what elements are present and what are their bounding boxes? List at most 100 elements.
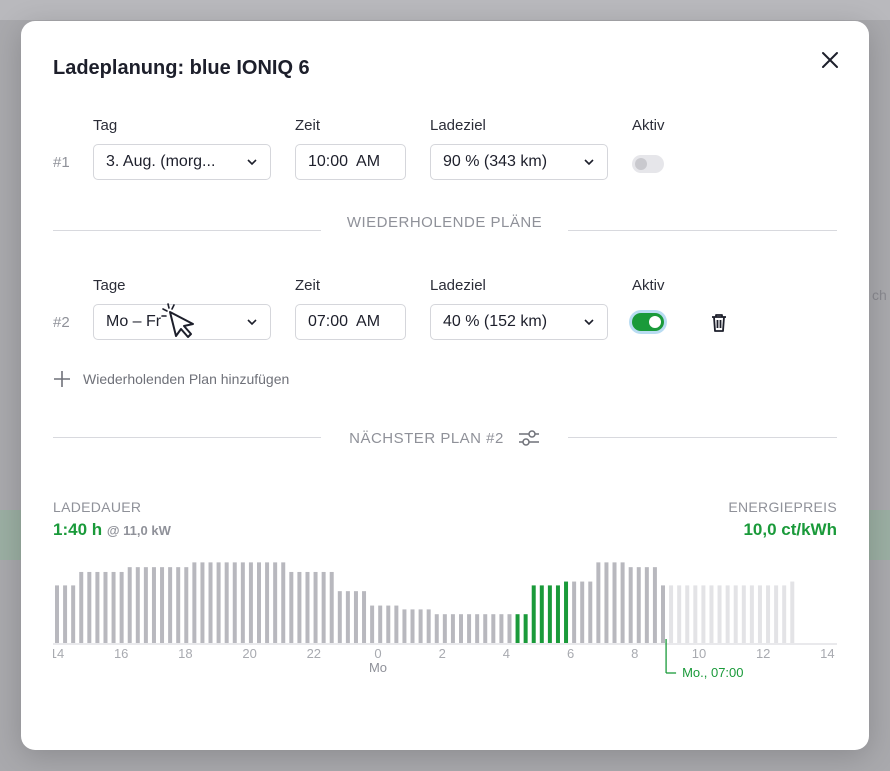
- x-tick-label: 6: [567, 646, 574, 661]
- delete-plan-button[interactable]: [709, 312, 729, 339]
- chart-bar: [459, 614, 463, 643]
- chart-bar: [499, 614, 504, 643]
- chevron-down-icon: [584, 319, 594, 326]
- chart-bar: [111, 571, 116, 643]
- chart-bar-future: [709, 585, 714, 643]
- chart-bar: [103, 571, 108, 643]
- plan1-day-value: 3. Aug. (morg...: [106, 153, 216, 170]
- background-header: [0, 0, 890, 20]
- recurring-plans-title: WIEDERHOLENDE PLÄNE: [346, 214, 543, 231]
- chart-bar: [248, 562, 253, 643]
- sliders-icon[interactable]: [518, 429, 540, 447]
- plan1-target-select[interactable]: 90 % (343 km): [430, 144, 608, 180]
- chart-bar: [596, 562, 601, 643]
- plan1-target-value: 90 % (343 km): [443, 153, 548, 170]
- x-tick-label: 8: [631, 646, 638, 661]
- plan1-active-toggle[interactable]: [632, 155, 664, 173]
- next-plan-header: NÄCHSTER PLAN #2: [321, 429, 568, 447]
- chart-bar: [240, 562, 245, 643]
- chart-bar: [87, 571, 92, 643]
- chart-bar: [362, 591, 367, 643]
- chart-bar: [418, 609, 423, 643]
- chart-bar: [394, 605, 399, 643]
- chart-bar: [426, 609, 431, 643]
- chart-bar: [184, 567, 189, 643]
- chart-bar: [151, 567, 156, 643]
- chart-bar: [442, 614, 447, 643]
- plan2-target-label: Ladeziel: [430, 277, 486, 294]
- x-tick-label: 2: [439, 646, 446, 661]
- chart-bar-future: [774, 585, 779, 643]
- chart-bar-future: [766, 585, 771, 643]
- chart-bar: [604, 562, 609, 643]
- chart-bar: [119, 571, 124, 643]
- plan1-time-input[interactable]: 10:00 AM: [295, 144, 406, 180]
- chart-bar-charging: [515, 614, 520, 643]
- chart-bar: [321, 571, 326, 643]
- plan2-target-value: 40 % (152 km): [443, 313, 548, 330]
- close-icon: [822, 52, 838, 68]
- chart-bar: [95, 571, 100, 643]
- chart-bar: [63, 585, 68, 643]
- chart-bar: [652, 567, 657, 643]
- now-marker-label: Mo., 07:00: [682, 665, 743, 680]
- chart-bar-future: [717, 585, 722, 643]
- x-tick-label: 10: [692, 646, 706, 661]
- chart-bar: [232, 562, 237, 643]
- chart-bar: [345, 591, 350, 643]
- energy-price-chart: 14 16 18 20 22 0 2 4 6 8 10 12 14 Mo Mo., 07:00: [53, 562, 837, 680]
- plan1-time-value: 10:00 AM: [308, 153, 381, 170]
- divider-left: [53, 230, 321, 231]
- chart-bar: [192, 562, 197, 643]
- charging-plan-dialog: Ladeplanung: blue IONIQ 6 Tag Zeit Ladez…: [21, 21, 869, 750]
- chart-bar: [378, 605, 383, 643]
- x-tick-label: 20: [242, 646, 256, 661]
- chart-bar-future: [669, 585, 674, 643]
- pointer-cursor-icon: [161, 303, 194, 338]
- plan1-day-label: Tag: [93, 117, 118, 134]
- chart-bar: [281, 562, 286, 643]
- plan2-time-input[interactable]: 07:00 AM: [295, 304, 406, 340]
- chart-bar: [208, 562, 213, 643]
- chart-bar: [127, 567, 132, 643]
- chart-bar-charging: [523, 614, 528, 643]
- add-recurring-plan-label: Wiederholenden Plan hinzufügen: [83, 371, 290, 387]
- plan2-active-label: Aktiv: [632, 277, 665, 294]
- next-plan-title: NÄCHSTER PLAN #2: [349, 429, 504, 447]
- chart-bar: [661, 585, 665, 643]
- duration-value: 1:40 h: [53, 520, 103, 539]
- x-tick-label: 12: [756, 646, 770, 661]
- x-tick-label: 14: [53, 646, 64, 661]
- chevron-down-icon: [247, 319, 257, 326]
- x-tick-label: 14: [820, 646, 834, 661]
- chart-bar: [297, 571, 302, 643]
- chart-bar: [628, 567, 633, 643]
- plan1-day-select[interactable]: 3. Aug. (morg...: [93, 144, 271, 180]
- close-button[interactable]: [819, 49, 841, 71]
- chevron-down-icon: [247, 159, 257, 166]
- divider-left: [53, 437, 321, 438]
- x-tick-label: 22: [307, 646, 321, 661]
- chart-bar-charging: [547, 585, 552, 643]
- chart-bar-future: [733, 585, 738, 643]
- duration-value-row: 1:40 h @ 11,0 kW: [53, 520, 171, 540]
- chevron-down-icon: [584, 159, 594, 166]
- chart-bar: [402, 609, 407, 643]
- plan1-active-label: Aktiv: [632, 117, 665, 134]
- plan2-time-value: 07:00 AM: [308, 313, 381, 330]
- chart-bar: [160, 567, 165, 643]
- chart-bar-future: [685, 585, 690, 643]
- energy-price-label: ENERGIEPREIS: [728, 499, 837, 515]
- chart-bar: [135, 567, 140, 643]
- add-recurring-plan-button[interactable]: Wiederholenden Plan hinzufügen: [53, 370, 289, 388]
- plan2-active-toggle[interactable]: [632, 313, 664, 331]
- chart-bar: [224, 562, 229, 643]
- chart-bar-future: [757, 585, 762, 643]
- plan2-days-value: Mo – Fr: [106, 313, 162, 330]
- chart-bar: [507, 614, 512, 643]
- chart-bar-future: [749, 585, 754, 643]
- chart-bar: [450, 614, 455, 643]
- chart-bar-charging: [564, 581, 569, 643]
- chart-bar: [612, 562, 617, 643]
- plan2-target-select[interactable]: 40 % (152 km): [430, 304, 608, 340]
